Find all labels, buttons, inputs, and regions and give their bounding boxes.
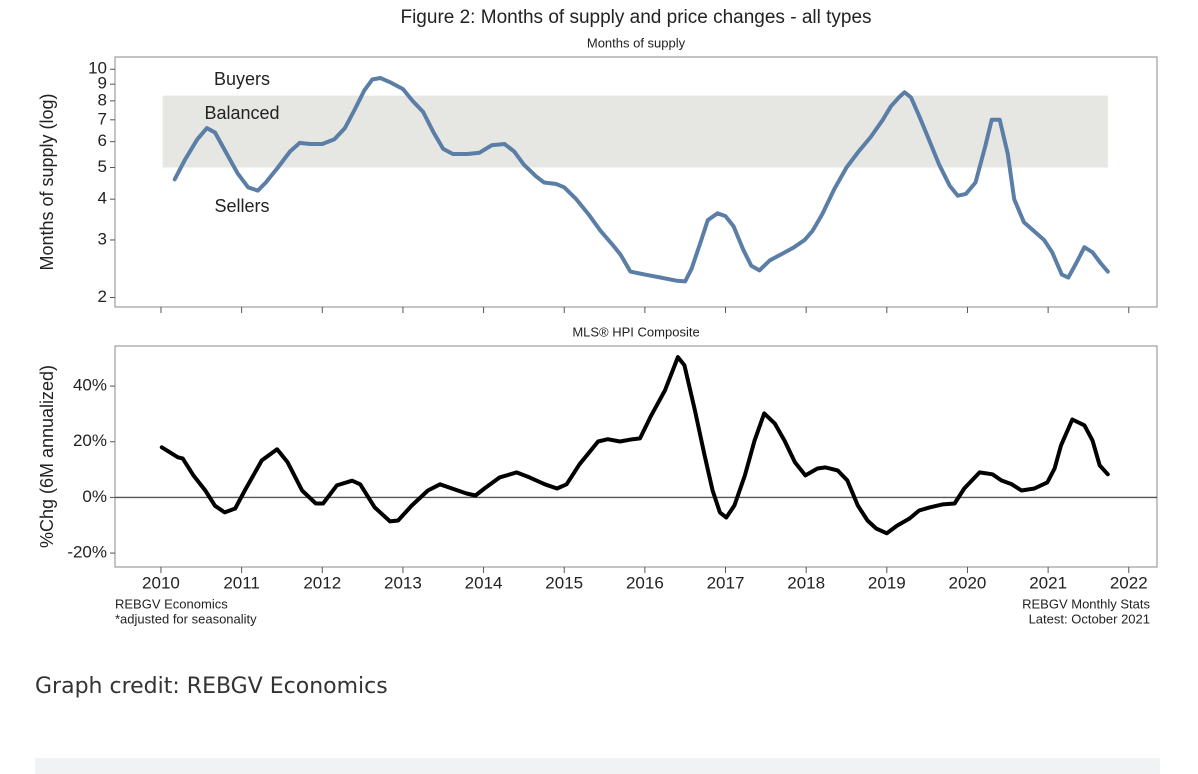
y-tick-label: 40% xyxy=(73,376,107,395)
x-tick-label: 2016 xyxy=(626,573,664,592)
x-tick-label: 2022 xyxy=(1110,573,1148,592)
y-tick-label: 4 xyxy=(98,189,107,208)
note: *adjusted for seasonality xyxy=(115,611,257,626)
panel-subtitle: MLS® HPI Composite xyxy=(572,324,699,339)
y-tick-label: 20% xyxy=(73,431,107,450)
x-tick-label: 2013 xyxy=(384,573,422,592)
x-tick-label: 2015 xyxy=(545,573,583,592)
x-tick-label: 2014 xyxy=(465,573,503,592)
y-tick-label: 2 xyxy=(98,287,107,306)
zone-label: Sellers xyxy=(214,196,269,216)
x-tick-label: 2017 xyxy=(707,573,745,592)
note: REBGV Economics xyxy=(115,596,228,611)
note: REBGV Monthly Stats xyxy=(1022,596,1150,611)
y-tick-label: 10 xyxy=(88,59,107,78)
y-tick-label: 6 xyxy=(98,131,107,150)
x-tick-label: 2012 xyxy=(303,573,341,592)
x-tick-label: 2010 xyxy=(142,573,180,592)
y-tick-label: 3 xyxy=(98,229,107,248)
y-tick-label: 5 xyxy=(98,157,107,176)
panel-subtitle: Months of supply xyxy=(587,35,686,50)
y-tick-label: -20% xyxy=(67,543,107,562)
data-line xyxy=(172,76,1110,284)
x-tick-label: 2011 xyxy=(223,573,260,592)
zone-label: Balanced xyxy=(204,103,279,123)
y-tick-label: 0% xyxy=(82,487,107,506)
x-tick-label: 2019 xyxy=(868,573,906,592)
y-tick-label: 9 xyxy=(98,74,107,93)
y-tick-label: 8 xyxy=(98,90,107,109)
figure-title: Figure 2: Months of supply and price cha… xyxy=(400,7,871,28)
y-axis-label: %Chg (6M annualized) xyxy=(37,365,57,548)
credit: Graph credit: REBGV Economics xyxy=(35,674,388,699)
x-tick-label: 2021 xyxy=(1029,573,1067,592)
y-tick-label: 7 xyxy=(98,109,107,128)
note: Latest: October 2021 xyxy=(1029,611,1150,626)
plot-frame xyxy=(114,56,1158,308)
chart: Figure 2: Months of supply and price cha… xyxy=(37,7,1158,626)
divider xyxy=(35,758,1160,774)
plot-frame xyxy=(114,345,1158,568)
zone-label: Buyers xyxy=(214,69,270,89)
x-tick-label: 2020 xyxy=(949,573,987,592)
data-line xyxy=(159,355,1110,536)
balanced-band xyxy=(162,95,1108,168)
x-tick-label: 2018 xyxy=(787,573,825,592)
y-axis-label: Months of supply (log) xyxy=(37,93,57,270)
